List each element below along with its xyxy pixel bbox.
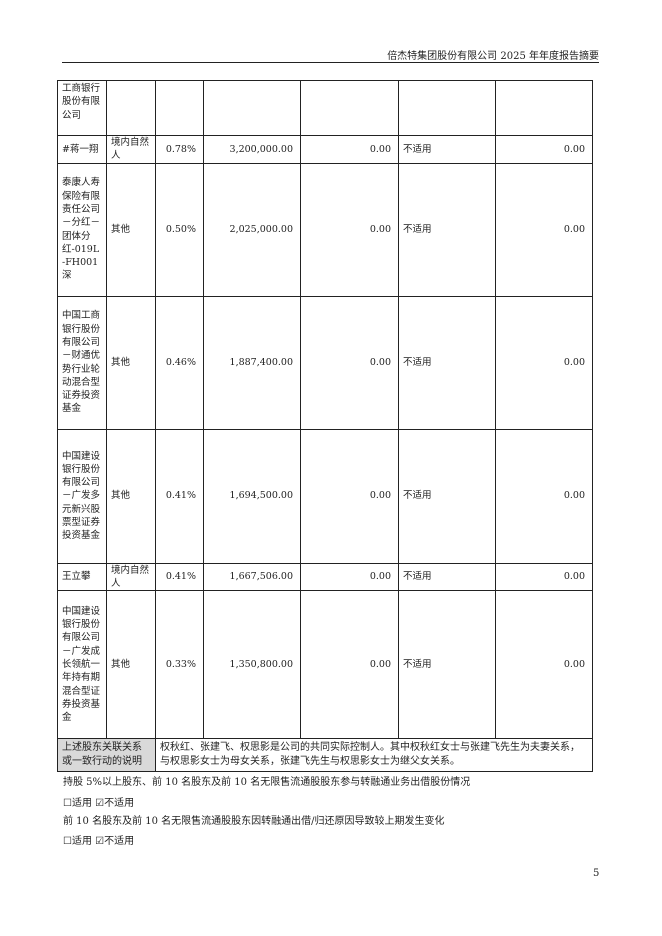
cell-type: 其他 bbox=[106, 428, 156, 564]
cell-amount: 0.00 bbox=[495, 135, 593, 164]
cell-restricted bbox=[300, 80, 399, 136]
cell-restricted: 0.00 bbox=[300, 562, 399, 592]
cell-name: 中国建设银行股份有限公司－广发成长领航一年持有期混合型证券投资基金 bbox=[57, 590, 107, 740]
cell-shares: 3,200,000.00 bbox=[203, 135, 301, 164]
cell-type: 其他 bbox=[106, 162, 156, 297]
cell-restricted: 0.00 bbox=[300, 295, 399, 430]
securities-lending-change-heading: 前 10 名股东及前 10 名无限售流通股股东因转融通出借/归还原因导致较上期发… bbox=[63, 816, 445, 827]
cell-restricted: 0.00 bbox=[300, 428, 399, 564]
cell-name: 王立攀 bbox=[57, 562, 107, 592]
cell-name: 中国工商银行股份有限公司－财通优势行业轮动混合型证券投资基金 bbox=[57, 295, 107, 430]
cell-ratio: 0.46% bbox=[155, 295, 204, 430]
cell-ratio: 0.41% bbox=[155, 562, 204, 592]
cell-ratio: 0.41% bbox=[155, 428, 204, 564]
securities-lending-change-options: ☐适用 ☑不适用 bbox=[63, 836, 135, 847]
table-row: 中国工商银行股份有限公司－财通优势行业轮动混合型证券投资基金 其他 0.46% 1,8… bbox=[57, 295, 593, 430]
cell-shares: 1,350,800.00 bbox=[203, 590, 301, 740]
cell-amount: 0.00 bbox=[495, 562, 593, 592]
relation-text: 权秋红、张建飞、权思影是公司的共同实际控制人。其中权秋红女士与张建飞先生为夫妻关… bbox=[155, 738, 593, 773]
table-row: 中国建设银行股份有限公司－广发多元新兴股票型证券投资基金 其他 0.41% 1,694… bbox=[57, 428, 593, 564]
table-row: 王立攀 境内自然人 0.41% 1,667,506.00 0.00 不适用 0.00 bbox=[57, 562, 593, 592]
cell-shares: 2,025,000.00 bbox=[203, 162, 301, 297]
cell-type: 其他 bbox=[106, 590, 156, 740]
cell-pledge: 不适用 bbox=[398, 135, 496, 164]
securities-lending-heading: 持股 5%以上股东、前 10 名股东及前 10 名无限售流通股股东参与转融通业务… bbox=[63, 777, 471, 788]
cell-amount: 0.00 bbox=[495, 295, 593, 430]
cell-type: 其他 bbox=[106, 295, 156, 430]
table-row: 工商银行股份有限公司 bbox=[57, 80, 593, 136]
cell-amount: 0.00 bbox=[495, 590, 593, 740]
cell-pledge: 不适用 bbox=[398, 562, 496, 592]
cell-pledge: 不适用 bbox=[398, 295, 496, 430]
cell-name: 中国建设银行股份有限公司－广发多元新兴股票型证券投资基金 bbox=[57, 428, 107, 564]
cell-shares bbox=[203, 80, 301, 136]
shareholders-table: 工商银行股份有限公司 #蒋一翔 境内自然人 0.78% 3,200,000.00 0.00… bbox=[57, 80, 593, 773]
page-header-title: 倍杰特集团股份有限公司 2025 年年度报告摘要 bbox=[387, 51, 599, 62]
cell-pledge: 不适用 bbox=[398, 428, 496, 564]
relation-label: 上述股东关联关系或一致行动的说明 bbox=[57, 738, 156, 773]
cell-amount: 0.00 bbox=[495, 428, 593, 564]
cell-pledge: 不适用 bbox=[398, 590, 496, 740]
cell-ratio bbox=[155, 80, 204, 136]
cell-restricted: 0.00 bbox=[300, 162, 399, 297]
cell-name: 工商银行股份有限公司 bbox=[57, 80, 107, 136]
cell-shares: 1,667,506.00 bbox=[203, 562, 301, 592]
cell-restricted: 0.00 bbox=[300, 590, 399, 740]
cell-type: 境内自然人 bbox=[106, 135, 156, 164]
cell-amount: 0.00 bbox=[495, 162, 593, 297]
cell-ratio: 0.78% bbox=[155, 135, 204, 164]
cell-type: 境内自然人 bbox=[106, 562, 156, 592]
cell-type bbox=[106, 80, 156, 136]
cell-name: 泰康人寿保险有限责任公司－分红－团体分红-019L-FH001深 bbox=[57, 162, 107, 297]
relation-row: 上述股东关联关系或一致行动的说明 权秋红、张建飞、权思影是公司的共同实际控制人。其… bbox=[57, 738, 593, 773]
cell-shares: 1,887,400.00 bbox=[203, 295, 301, 430]
cell-amount bbox=[495, 80, 593, 136]
cell-ratio: 0.33% bbox=[155, 590, 204, 740]
cell-shares: 1,694,500.00 bbox=[203, 428, 301, 564]
cell-pledge: 不适用 bbox=[398, 162, 496, 297]
cell-ratio: 0.50% bbox=[155, 162, 204, 297]
securities-lending-options: ☐适用 ☑不适用 bbox=[63, 798, 135, 809]
cell-name: #蒋一翔 bbox=[57, 135, 107, 164]
cell-restricted: 0.00 bbox=[300, 135, 399, 164]
header-divider bbox=[62, 62, 599, 63]
table-row: 中国建设银行股份有限公司－广发成长领航一年持有期混合型证券投资基金 其他 0.33%… bbox=[57, 590, 593, 740]
table-row: 泰康人寿保险有限责任公司－分红－团体分红-019L-FH001深 其他 0.50% 2… bbox=[57, 162, 593, 297]
table-row: #蒋一翔 境内自然人 0.78% 3,200,000.00 0.00 不适用 0.00 bbox=[57, 135, 593, 164]
cell-pledge bbox=[398, 80, 496, 136]
page-number: 5 bbox=[593, 868, 600, 879]
